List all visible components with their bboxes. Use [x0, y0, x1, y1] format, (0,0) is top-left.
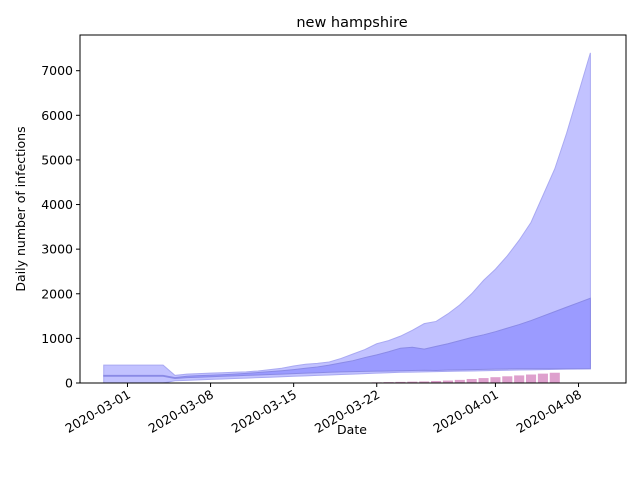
y-tick-label: 7000 [41, 63, 73, 78]
daily-bar [502, 376, 513, 383]
daily-bar [514, 375, 525, 383]
inner-band-area [103, 297, 591, 380]
x-axis-label: Date [337, 422, 367, 437]
y-tick-label: 3000 [41, 242, 73, 257]
x-tick-label: 2020-03-01 [63, 387, 133, 436]
daily-bar [407, 381, 418, 383]
y-axis: 0 1000 2000 3000 4000 5000 6000 7000 [41, 63, 80, 391]
y-tick-label: 2000 [41, 286, 73, 301]
plot-area [103, 52, 591, 384]
x-axis: 2020-03-01 2020-03-08 2020-03-15 2020-03-22… [63, 383, 584, 436]
y-axis-label: Daily number of infections [13, 126, 28, 291]
daily-bar [537, 373, 548, 383]
daily-bar [466, 378, 477, 383]
daily-bar [419, 381, 430, 383]
daily-bar [395, 381, 406, 383]
y-tick-label: 5000 [41, 152, 73, 167]
chart-title: new hampshire [296, 15, 407, 31]
x-tick-label: 2020-04-08 [514, 387, 584, 436]
daily-bar [526, 374, 537, 383]
plot-frame [79, 34, 627, 384]
daily-bar [442, 380, 453, 383]
x-tick-label: 2020-03-08 [146, 387, 216, 436]
daily-bar [478, 378, 489, 383]
y-tick-label: 0 [65, 376, 73, 391]
x-tick-label: 2020-04-01 [431, 387, 501, 436]
y-tick-label: 4000 [41, 197, 73, 212]
daily-bar [490, 377, 501, 383]
y-tick-label: 6000 [41, 108, 73, 123]
y-tick-label: 1000 [41, 331, 73, 346]
daily-bar [549, 372, 560, 383]
daily-bar [431, 380, 442, 383]
x-tick-label: 2020-03-15 [229, 387, 299, 436]
daily-bar [454, 379, 465, 383]
